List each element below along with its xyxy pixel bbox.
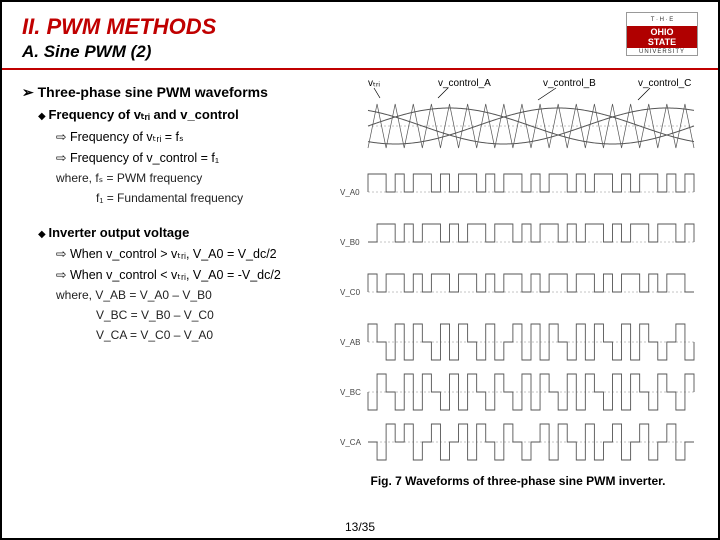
waveform-figure: V_A0 V_B0 V_C0 V_AB V_BC V_CA xyxy=(338,80,698,470)
svg-text:V_C0: V_C0 xyxy=(340,288,361,297)
logo-mid-text: OHIOSTATE xyxy=(627,26,697,48)
freq-title: Frequency of vₜᵣᵢ and v_control xyxy=(38,107,330,123)
university-logo: T · H · E OHIOSTATE UNIVERSITY xyxy=(626,12,698,56)
slide-title: II. PWM METHODS xyxy=(22,14,698,40)
svg-text:V_BC: V_BC xyxy=(340,388,361,397)
freq-line2: Frequency of v_control = f₁ xyxy=(56,150,330,165)
svg-text:V_B0: V_B0 xyxy=(340,238,360,247)
svg-text:V_AB: V_AB xyxy=(340,338,360,347)
inv-title: Inverter output voltage xyxy=(38,225,330,240)
svg-text:V_A0: V_A0 xyxy=(340,188,360,197)
divider xyxy=(2,68,718,70)
logo-top-text: T · H · E xyxy=(627,13,697,26)
label-vcontrol-c: v_control_C xyxy=(638,78,691,89)
figure-column: vₜᵣᵢ v_control_A v_control_B v_control_C… xyxy=(338,80,698,488)
inv-line1: When v_control > vₜᵣᵢ, V_A0 = V_dc/2 xyxy=(56,246,330,261)
inv-line2: When v_control < vₜᵣᵢ, V_A0 = -V_dc/2 xyxy=(56,267,330,282)
svg-text:V_CA: V_CA xyxy=(340,438,362,447)
page-number: 13/35 xyxy=(345,520,375,534)
label-vtri: vₜᵣᵢ xyxy=(368,78,380,89)
section-heading: Three-phase sine PWM waveforms xyxy=(22,84,330,101)
slide-subtitle: A. Sine PWM (2) xyxy=(22,42,698,62)
text-column: Three-phase sine PWM waveforms Frequency… xyxy=(22,80,330,488)
inv-where2: V_BC = V_B0 – V_C0 xyxy=(96,308,330,322)
figure-caption: Fig. 7 Waveforms of three-phase sine PWM… xyxy=(338,474,698,488)
inv-where3: V_CA = V_C0 – V_A0 xyxy=(96,328,330,342)
freq-line1: Frequency of vₜᵣᵢ = fₛ xyxy=(56,129,330,144)
freq-where1: where, fₛ = PWM frequency xyxy=(56,171,330,185)
logo-bottom-text: UNIVERSITY xyxy=(627,48,697,55)
label-vcontrol-a: v_control_A xyxy=(438,78,491,89)
freq-where2: f₁ = Fundamental frequency xyxy=(96,191,330,205)
label-vcontrol-b: v_control_B xyxy=(543,78,596,89)
inv-where1: where, V_AB = V_A0 – V_B0 xyxy=(56,288,330,302)
